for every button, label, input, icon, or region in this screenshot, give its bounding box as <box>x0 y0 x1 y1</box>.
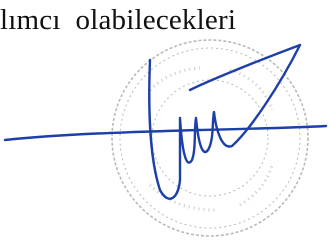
stamp-and-signature <box>0 0 329 247</box>
stamp-center-ring <box>152 80 268 196</box>
stamp-outer-ring <box>112 40 308 236</box>
document-text: lımcı olabilecekleri <box>0 4 236 37</box>
page: lımcı olabilecekleri (() => { const data… <box>0 0 329 247</box>
stamp-inner-ring <box>120 48 300 228</box>
signature-stroke <box>5 126 326 140</box>
signature-stroke <box>149 45 300 199</box>
stamp <box>112 40 308 236</box>
